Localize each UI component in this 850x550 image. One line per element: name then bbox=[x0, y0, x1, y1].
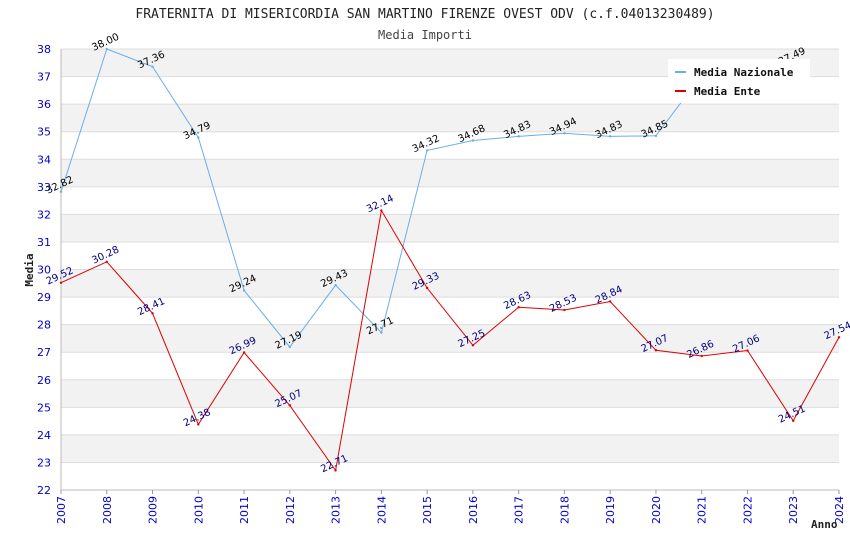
grid-band bbox=[61, 352, 839, 380]
y-tick-label: 36 bbox=[37, 98, 51, 111]
x-tick-label: 2019 bbox=[604, 496, 617, 524]
y-tick-label: 28 bbox=[37, 319, 51, 332]
y-tick-label: 34 bbox=[37, 153, 51, 166]
x-tick-label: 2015 bbox=[421, 496, 434, 524]
data-point bbox=[380, 209, 383, 212]
data-point bbox=[654, 349, 658, 352]
y-tick-label: 30 bbox=[37, 264, 51, 277]
x-tick-label: 2023 bbox=[787, 496, 800, 524]
y-tick-label: 38 bbox=[37, 43, 51, 56]
chart-title: FRATERNITA DI MISERICORDIA SAN MARTINO F… bbox=[135, 7, 714, 22]
axes: 22 23 24 25 26 27 28 29 30 31 32 33 34 35 36 37 38 2007 20… bbox=[37, 43, 846, 524]
y-tick-label: 26 bbox=[37, 374, 51, 387]
data-point bbox=[792, 419, 795, 423]
data-point bbox=[471, 344, 475, 347]
y-tick-label: 27 bbox=[37, 346, 51, 359]
data-point bbox=[563, 308, 566, 312]
x-tick-label: 2021 bbox=[696, 496, 709, 524]
data-point bbox=[837, 336, 841, 339]
data-point bbox=[105, 260, 108, 263]
series-layer bbox=[59, 47, 841, 472]
grid-band bbox=[61, 241, 839, 270]
y-tick-label: 24 bbox=[37, 429, 51, 442]
x-tick-label: 2007 bbox=[55, 496, 68, 524]
legend-label-0: Media Nazionale bbox=[694, 66, 794, 79]
x-tick-label: 2010 bbox=[192, 496, 205, 524]
data-point bbox=[608, 300, 612, 303]
grid-band bbox=[61, 379, 839, 408]
data-point bbox=[288, 404, 292, 407]
grid-band bbox=[61, 159, 839, 187]
x-tick-label: 2022 bbox=[741, 496, 754, 524]
data-point bbox=[425, 149, 429, 152]
data-point bbox=[563, 132, 566, 135]
x-tick-label: 2011 bbox=[238, 496, 251, 524]
x-tick-label: 2008 bbox=[101, 496, 114, 524]
x-tick-label: 2018 bbox=[558, 496, 571, 524]
grid bbox=[61, 48, 839, 491]
grid-band bbox=[61, 434, 839, 463]
data-point bbox=[334, 284, 337, 287]
data-point bbox=[654, 134, 658, 138]
data-point bbox=[151, 65, 154, 68]
y-tick-label: 33 bbox=[37, 181, 51, 194]
x-tick-label: 2014 bbox=[375, 496, 388, 524]
legend-box bbox=[668, 59, 810, 103]
y-tick-label: 31 bbox=[37, 236, 51, 249]
data-point bbox=[746, 349, 749, 352]
x-axis-label: Anno bbox=[811, 518, 838, 531]
grid-band bbox=[61, 186, 839, 215]
y-tick-label: 25 bbox=[37, 401, 51, 414]
data-point bbox=[242, 289, 246, 292]
data-point bbox=[288, 345, 292, 349]
y-tick-label: 23 bbox=[37, 456, 51, 469]
data-point bbox=[197, 136, 200, 139]
data-point bbox=[425, 286, 429, 290]
legend: Media Nazionale Media Ente bbox=[668, 59, 810, 103]
data-point bbox=[334, 469, 337, 472]
y-tick-label: 37 bbox=[37, 71, 51, 84]
x-tick-label: 2020 bbox=[650, 496, 663, 524]
grid-band bbox=[61, 297, 839, 325]
y-tick-label: 29 bbox=[37, 291, 51, 304]
x-tick-label: 2024 bbox=[833, 496, 846, 524]
data-point bbox=[517, 135, 520, 138]
grid-band bbox=[61, 214, 839, 242]
series-line-0 bbox=[60, 48, 794, 348]
data-point bbox=[197, 423, 200, 426]
data-point bbox=[59, 190, 63, 193]
x-tick-label: 2016 bbox=[467, 496, 480, 524]
grid-band bbox=[61, 407, 839, 435]
chart-subtitle: Media Importi bbox=[378, 28, 472, 42]
series-line-1 bbox=[60, 209, 840, 472]
grid-band bbox=[61, 104, 839, 132]
data-point bbox=[105, 47, 108, 51]
data-point bbox=[151, 312, 154, 315]
data-point bbox=[700, 354, 703, 358]
legend-label-1: Media Ente bbox=[694, 85, 761, 98]
y-axis-label: Media bbox=[23, 253, 36, 286]
data-point bbox=[471, 139, 475, 142]
y-tick-label: 35 bbox=[37, 126, 51, 139]
x-tick-label: 2009 bbox=[147, 496, 160, 524]
x-tick-label: 2012 bbox=[284, 496, 297, 524]
y-tick-label: 22 bbox=[37, 484, 51, 497]
x-tick-label: 2017 bbox=[513, 496, 526, 524]
grid-band bbox=[61, 324, 839, 353]
grid-band bbox=[61, 462, 839, 490]
data-point bbox=[242, 351, 246, 354]
x-tick-label: 2013 bbox=[330, 496, 343, 524]
data-point bbox=[59, 281, 63, 284]
data-point bbox=[608, 135, 612, 138]
data-point bbox=[517, 306, 520, 309]
y-tick-label: 32 bbox=[37, 208, 51, 221]
data-point bbox=[380, 331, 383, 334]
grid-band bbox=[61, 269, 839, 298]
